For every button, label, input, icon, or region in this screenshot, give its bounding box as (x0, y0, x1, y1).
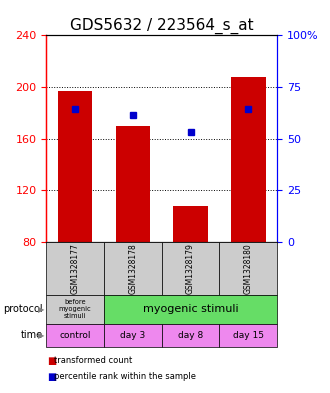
Text: transformed count: transformed count (54, 356, 133, 365)
Text: myogenic stimuli: myogenic stimuli (143, 305, 238, 314)
Text: GSM1328178: GSM1328178 (128, 243, 137, 294)
Text: control: control (59, 331, 91, 340)
Text: day 15: day 15 (233, 331, 264, 340)
Bar (231, 77, 266, 242)
Text: ▶: ▶ (38, 305, 45, 314)
Text: time: time (21, 331, 43, 340)
Text: day 8: day 8 (178, 331, 203, 340)
Text: ■: ■ (47, 372, 56, 382)
Text: before
myogenic
stimuli: before myogenic stimuli (59, 299, 91, 320)
Text: percentile rank within the sample: percentile rank within the sample (54, 372, 196, 381)
Bar (58, 91, 92, 242)
Bar (115, 126, 150, 242)
Text: ■: ■ (47, 356, 56, 366)
Text: protocol: protocol (3, 305, 43, 314)
Text: day 3: day 3 (120, 331, 146, 340)
Text: GSM1328180: GSM1328180 (244, 243, 253, 294)
Title: GDS5632 / 223564_s_at: GDS5632 / 223564_s_at (70, 18, 253, 34)
Text: GSM1328177: GSM1328177 (71, 243, 80, 294)
Text: GSM1328179: GSM1328179 (186, 243, 195, 294)
Bar (173, 206, 208, 242)
Text: ▶: ▶ (38, 331, 45, 340)
